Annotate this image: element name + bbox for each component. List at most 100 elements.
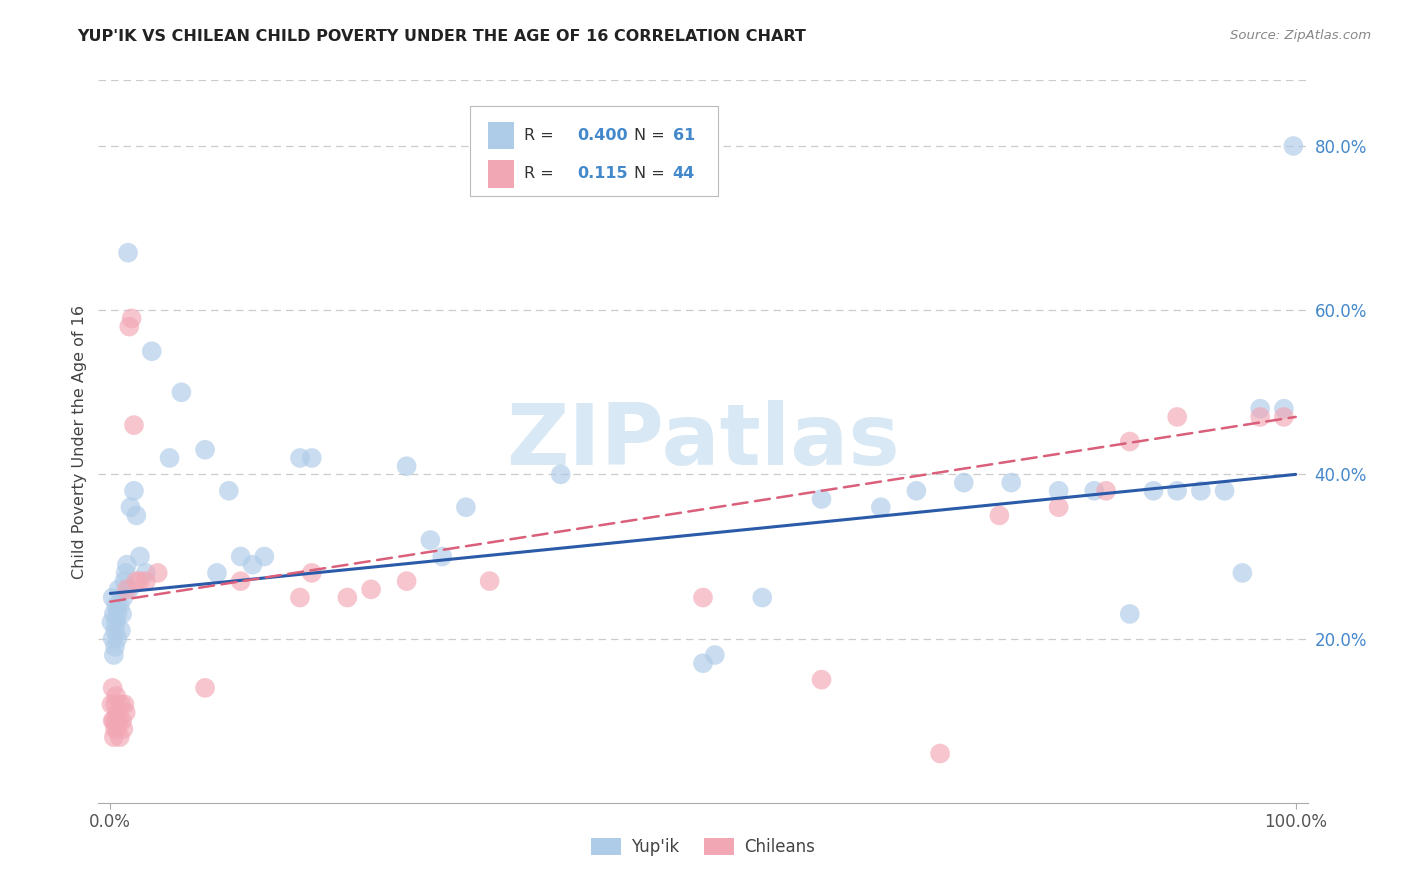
Point: [100, 615, 122, 630]
Point: [288, 450, 311, 465]
Point: [988, 508, 1011, 523]
Point: [103, 648, 125, 662]
Point: [1282, 139, 1305, 153]
Point: [101, 632, 124, 646]
Point: [229, 549, 252, 564]
Point: [419, 533, 441, 547]
Point: [107, 714, 129, 728]
Point: [103, 607, 125, 621]
Point: [141, 344, 163, 359]
Point: [135, 566, 157, 580]
Point: [242, 558, 264, 572]
Point: [1213, 483, 1236, 498]
Point: [1189, 483, 1212, 498]
Point: [1083, 483, 1105, 498]
Text: 0.400: 0.400: [578, 128, 628, 144]
Point: [194, 442, 217, 457]
Point: [810, 491, 832, 506]
Point: [194, 681, 217, 695]
Point: [229, 574, 252, 588]
Point: [105, 599, 128, 613]
Point: [105, 722, 128, 736]
Point: [118, 319, 141, 334]
Point: [122, 483, 145, 498]
Point: [120, 500, 142, 515]
Point: [1166, 483, 1188, 498]
Point: [115, 582, 138, 597]
FancyBboxPatch shape: [470, 105, 717, 196]
Point: [104, 722, 127, 736]
Point: [105, 615, 128, 630]
Bar: [488, 161, 515, 187]
Point: [105, 714, 128, 728]
Text: R =: R =: [524, 167, 564, 181]
Point: [1047, 483, 1070, 498]
Point: [1232, 566, 1254, 580]
Point: [550, 467, 572, 482]
Point: [105, 632, 128, 646]
Point: [905, 483, 928, 498]
Point: [110, 624, 132, 638]
Point: [101, 714, 124, 728]
Point: [112, 722, 135, 736]
Point: [111, 607, 134, 621]
Point: [1272, 401, 1295, 416]
Point: [432, 549, 454, 564]
Point: [703, 648, 725, 662]
Point: [751, 591, 773, 605]
Point: [205, 566, 228, 580]
Point: [108, 599, 131, 613]
Point: [1249, 401, 1271, 416]
Point: [129, 574, 152, 588]
Point: [952, 475, 974, 490]
Point: [104, 698, 127, 712]
Point: [117, 245, 139, 260]
Text: R =: R =: [524, 128, 560, 144]
Point: [454, 500, 477, 515]
Point: [170, 385, 193, 400]
Point: [135, 574, 157, 588]
Point: [301, 450, 323, 465]
Point: [104, 640, 127, 654]
Point: [118, 582, 141, 597]
Point: [1166, 409, 1188, 424]
Text: 61: 61: [672, 128, 695, 144]
Point: [288, 591, 311, 605]
Point: [110, 698, 132, 712]
Text: YUP'IK VS CHILEAN CHILD POVERTY UNDER THE AGE OF 16 CORRELATION CHART: YUP'IK VS CHILEAN CHILD POVERTY UNDER TH…: [77, 29, 806, 44]
Point: [107, 582, 129, 597]
Point: [129, 549, 152, 564]
Point: [100, 698, 122, 712]
Point: [869, 500, 891, 515]
Point: [105, 689, 128, 703]
Point: [111, 714, 134, 728]
Point: [112, 591, 135, 605]
Point: [478, 574, 501, 588]
Point: [103, 714, 125, 728]
Point: [125, 574, 148, 588]
Point: [1119, 434, 1142, 449]
Point: [101, 681, 124, 695]
Point: [395, 459, 418, 474]
Point: [105, 706, 128, 720]
Point: [336, 591, 359, 605]
Point: [114, 566, 136, 580]
Point: [692, 657, 714, 671]
Point: [395, 574, 418, 588]
Point: [301, 566, 323, 580]
Point: [929, 747, 952, 761]
Point: [146, 566, 169, 580]
Point: [121, 311, 143, 326]
Point: [1000, 475, 1022, 490]
Y-axis label: Child Poverty Under the Age of 16: Child Poverty Under the Age of 16: [72, 304, 87, 579]
Point: [218, 483, 240, 498]
Point: [360, 582, 382, 597]
Point: [105, 607, 128, 621]
Point: [810, 673, 832, 687]
Point: [159, 450, 181, 465]
Point: [1249, 409, 1271, 424]
Text: N =: N =: [634, 167, 669, 181]
Point: [114, 698, 136, 712]
Point: [692, 591, 714, 605]
Point: [253, 549, 276, 564]
